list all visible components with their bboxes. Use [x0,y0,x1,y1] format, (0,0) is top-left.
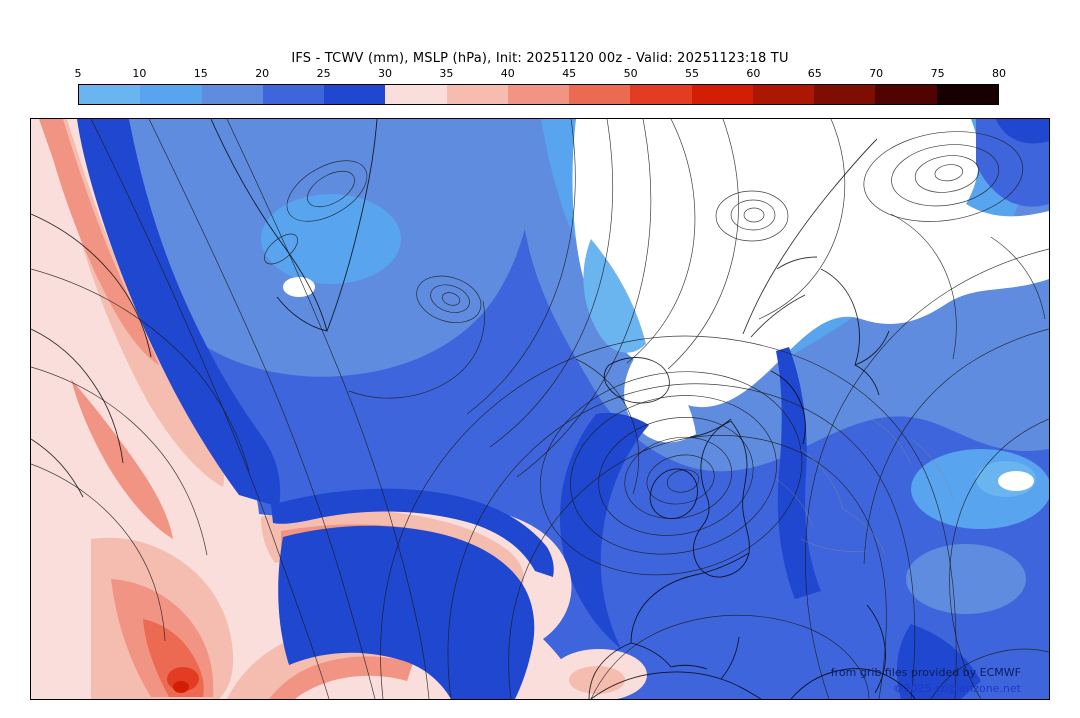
colorbar-tick-label: 10 [132,67,147,80]
colorbar-tick-label: 25 [316,67,331,80]
colorbar-segment-35-40 [446,85,508,104]
colorbar-tick-label: 70 [869,67,884,80]
colorbar-tick-label: 80 [992,67,1006,80]
chart-title: IFS - TCWV (mm), MSLP (hPa), Init: 20251… [291,51,789,66]
credit-ecmwf: from grib files provided by ECMWF [830,666,1021,679]
colorbar-segment-30-35 [385,85,447,104]
colorbar-tick-labels: 5 10 15 20 25 30 35 40 45 50 55 60 65 70 75 80 [74,67,1007,81]
colorbar-tick-label: 60 [746,67,761,80]
colorbar-tick-label: 35 [439,67,454,80]
colorbar-segment-20-25 [262,85,325,104]
colorbar-segment-5-10 [79,85,141,104]
map-frame: from grib files provided by ECMWF ©2025 … [30,118,1050,700]
credit-arizone-link[interactable]: ©2025 sb@arizone.net [892,682,1021,695]
colorbar-segment-10-15 [140,85,202,104]
colorbar-tick-label: 5 [74,67,82,80]
colorbar-segment-25-30 [324,85,386,104]
weather-map [31,119,1049,699]
colorbar-segment-50-55 [630,85,692,104]
colorbar-segment-40-45 [507,85,570,104]
colorbar-tick-label: 75 [930,67,945,80]
colorbar-segment-75-80 [936,85,998,104]
colorbar-tick-label: 50 [623,67,638,80]
colorbar-tick-label: 65 [807,67,822,80]
colorbar-tick-label: 45 [562,67,577,80]
colorbar-segment-70-75 [875,85,937,104]
colorbar-segment-45-50 [569,85,631,104]
colorbar-segment-55-60 [691,85,753,104]
colorbar-tick-label: 20 [255,67,270,80]
colorbar-segment-65-70 [814,85,876,104]
colorbar-tick-label: 55 [684,67,699,80]
tcwv-fill-layer [31,119,1049,699]
colorbar-tick-label: 40 [500,67,515,80]
colorbar-tick-label: 15 [193,67,208,80]
mslp-contour-layer [31,119,1049,699]
colorbar-gradient [78,84,999,105]
colorbar-segment-60-65 [752,85,815,104]
colorbar-segment-15-20 [201,85,263,104]
coastline-layer [31,119,954,699]
colorbar-tick-label: 30 [377,67,392,80]
